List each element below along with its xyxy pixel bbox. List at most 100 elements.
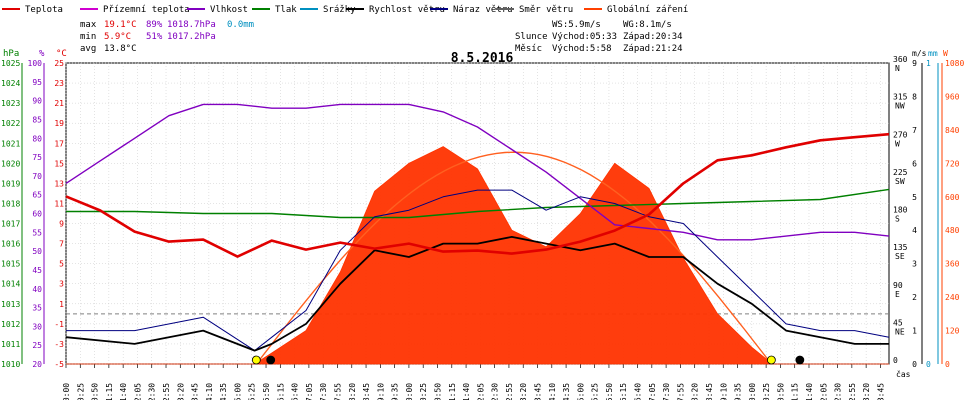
stats-max-pressure: 1018.7hPa — [167, 20, 216, 30]
hpa-tick-label: 1010 — [1, 360, 20, 369]
humidity-tick-label: 55 — [32, 228, 42, 237]
humidity-tick-label: 80 — [32, 134, 42, 143]
wind-tick-label: 4 — [912, 226, 917, 235]
direction-cardinal-label: SW — [895, 177, 905, 186]
temp-tick-label: 13 — [54, 179, 64, 188]
moonset-marker — [795, 355, 805, 365]
x-tick-label: 12:55 — [505, 383, 514, 400]
x-tick-label: 16:15 — [619, 383, 628, 400]
rain-tick-label: 0 — [926, 360, 931, 369]
legend-label: Rychlost větru — [369, 5, 445, 15]
temp-tick-label: 19 — [54, 119, 64, 128]
humidity-tick-label: 50 — [32, 247, 42, 256]
x-tick-label: 12:05 — [476, 383, 485, 400]
temp-tick-label: 17 — [54, 139, 64, 148]
x-tick-label: 04:10 — [205, 383, 214, 400]
x-tick-label: 21:15 — [791, 383, 800, 400]
x-tick-label: 02:05 — [133, 383, 142, 400]
x-tick-label: 05:00 — [233, 383, 242, 400]
x-tick-label: 07:55 — [333, 383, 342, 400]
series-temperature-line — [65, 132, 890, 258]
direction-cardinal-label: N — [895, 64, 900, 73]
hpa-tick-label: 1022 — [1, 119, 20, 128]
humidity-tick-label: 90 — [32, 97, 42, 106]
wind-axis-unit: m/s — [912, 49, 927, 58]
x-axis-label: čas — [896, 369, 911, 379]
x-tick-label: 15:50 — [605, 383, 614, 400]
x-tick-label: 09:10 — [376, 383, 385, 400]
temp-tick-label: -1 — [54, 320, 64, 329]
temp-tick-label: -5 — [54, 360, 64, 369]
hpa-tick-label: 1020 — [1, 159, 20, 168]
x-tick-label: 17:05 — [648, 383, 657, 400]
temp-tick-label: 23 — [54, 79, 64, 88]
stats-min-temp: 5.9°C — [104, 32, 131, 42]
radiation-tick-label: 840 — [945, 126, 960, 135]
sun-label: Slunce — [515, 32, 548, 42]
temp-tick-label: 15 — [54, 159, 64, 168]
x-tick-label: 09:35 — [391, 383, 400, 400]
direction-cardinal-label: NE — [895, 327, 905, 336]
x-tick-label: 19:35 — [734, 383, 743, 400]
direction-tick-label: 45 — [893, 318, 903, 327]
stats-max-temp: 19.1°C — [104, 20, 137, 30]
series-gust-line — [66, 189, 890, 352]
x-tick-label: 13:45 — [534, 383, 543, 400]
humidity-tick-label: 100 — [28, 59, 43, 68]
radiation-tick-label: 240 — [945, 293, 960, 302]
temp-tick-label: 1 — [59, 300, 64, 309]
direction-tick-label: 180 — [893, 206, 908, 215]
x-tick-label: 23:20 — [862, 383, 871, 400]
hpa-tick-label: 1021 — [1, 139, 20, 148]
x-tick-label: 01:15 — [105, 383, 114, 400]
hpa-tick-label: 1017 — [1, 220, 20, 229]
x-tick-label: 04:35 — [219, 383, 228, 400]
radiation-tick-label: 120 — [945, 327, 960, 336]
x-tick-label: 22:55 — [848, 383, 857, 400]
temp-tick-label: 3 — [59, 280, 64, 289]
stats-min-label: min — [80, 32, 96, 42]
x-tick-label: 10:50 — [433, 383, 442, 400]
sunrise-time: Východ:05:33 — [552, 32, 617, 42]
moonrise-marker — [266, 355, 276, 365]
direction-tick-label: 270 — [893, 130, 908, 139]
direction-tick-label: 135 — [893, 243, 908, 252]
x-tick-label: 20:50 — [776, 383, 785, 400]
stats-avg-temp: 13.8°C — [104, 44, 137, 54]
x-tick-label: 23:45 — [876, 383, 885, 400]
stats-avg-label: avg — [80, 44, 96, 54]
x-tick-label: 22:30 — [834, 383, 843, 400]
direction-tick-label: 315 — [893, 93, 908, 102]
humidity-tick-label: 75 — [32, 153, 42, 162]
direction-cardinal-label: NW — [895, 102, 905, 111]
humidity-tick-label: 40 — [32, 285, 42, 294]
x-tick-label: 15:25 — [591, 383, 600, 400]
stats-min-pressure: 1017.2hPa — [167, 32, 216, 42]
x-tick-label: 12:30 — [491, 383, 500, 400]
radiation-tick-label: 0 — [945, 360, 950, 369]
stats-min-humidity: 51% — [146, 32, 163, 42]
humidity-tick-label: 65 — [32, 191, 42, 200]
x-tick-label: 05:50 — [262, 383, 271, 400]
x-tick-label: 17:55 — [676, 383, 685, 400]
humidity-tick-label: 20 — [32, 360, 42, 369]
hpa-tick-label: 1013 — [1, 300, 20, 309]
series-humidity-line — [65, 103, 890, 241]
x-tick-label: 20:25 — [762, 383, 771, 400]
moonrise-time: Východ:5:58 — [552, 44, 612, 54]
wind-tick-label: 8 — [912, 92, 917, 101]
stats-max-rain: 0.0mm — [227, 20, 254, 30]
wind-tick-label: 3 — [912, 260, 917, 269]
hpa-tick-label: 1014 — [1, 280, 20, 289]
temp-tick-label: 25 — [54, 59, 64, 68]
direction-tick-label: 360 — [893, 55, 908, 64]
radiation-tick-label: 960 — [945, 92, 960, 101]
temp-tick-label: 11 — [54, 199, 64, 208]
x-tick-label: 06:40 — [291, 383, 300, 400]
wind-tick-label: 0 — [912, 360, 917, 369]
wind-tick-label: 2 — [912, 293, 917, 302]
humidity-axis-unit: % — [39, 49, 45, 59]
x-tick-label: 03:20 — [176, 383, 185, 400]
x-tick-label: 13:20 — [519, 383, 528, 400]
